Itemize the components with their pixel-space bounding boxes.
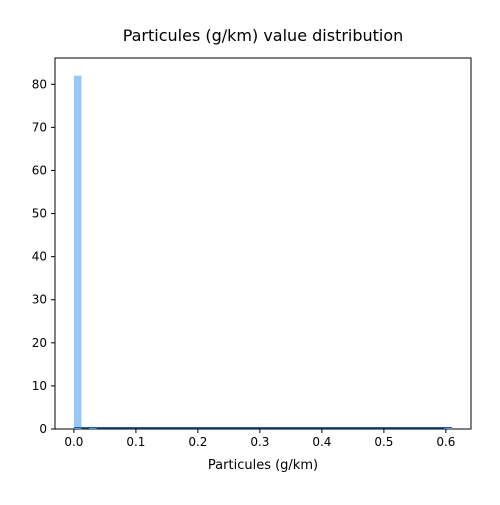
y-tick-label: 50	[32, 207, 47, 221]
x-tick-label: 0.6	[436, 435, 455, 449]
x-tick-label: 0.3	[250, 435, 269, 449]
y-tick-label: 80	[32, 77, 47, 91]
y-tick-label: 0	[39, 422, 47, 436]
plot-area	[54, 57, 472, 430]
y-tick-label: 10	[32, 379, 47, 393]
x-tick-label: 0.2	[188, 435, 207, 449]
y-tick-label: 70	[32, 120, 47, 134]
x-tick-label: 0.5	[374, 435, 393, 449]
x-tick-label: 0.1	[126, 435, 145, 449]
y-tick-label: 30	[32, 293, 47, 307]
x-axis-label: Particules (g/km)	[208, 458, 318, 473]
plot-frame	[54, 57, 472, 430]
y-tick-label: 60	[32, 163, 47, 177]
x-tick-label: 0.0	[64, 435, 83, 449]
x-tick-label: 0.4	[312, 435, 331, 449]
y-axis: 0 10 20 30 40 50 60 70 80	[32, 77, 55, 436]
chart-title: Particules (g/km) value distribution	[123, 26, 404, 45]
x-axis: 0.0 0.1 0.2 0.3 0.4 0.5 0.6	[64, 429, 455, 449]
y-tick-label: 40	[32, 250, 47, 264]
histogram-bar	[73, 75, 82, 430]
y-tick-label: 20	[32, 336, 47, 350]
